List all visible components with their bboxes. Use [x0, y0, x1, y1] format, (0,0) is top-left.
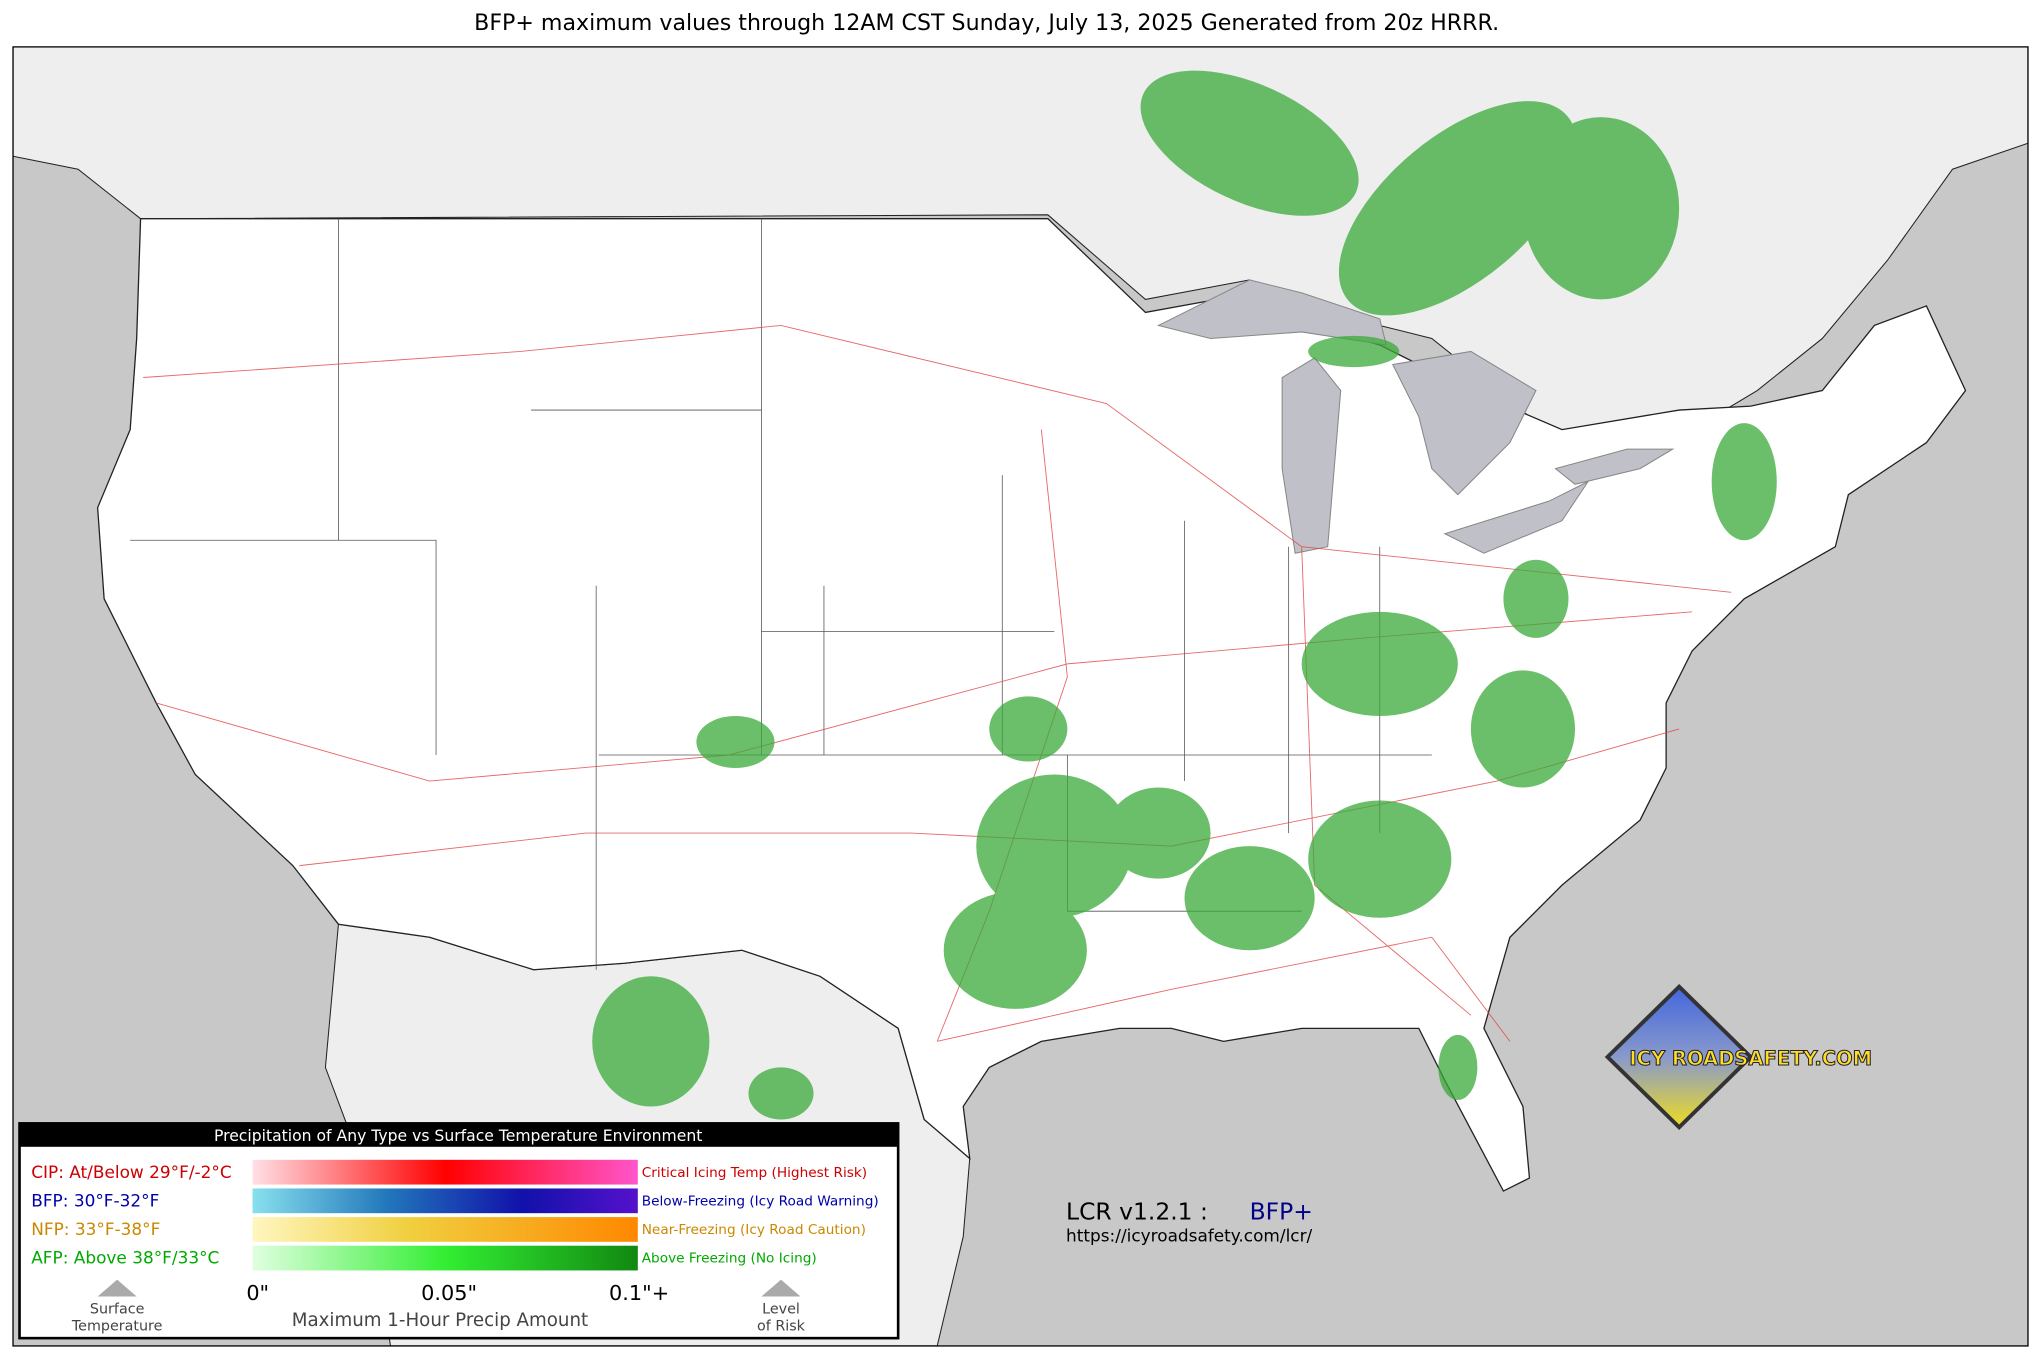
product-url: https://icyroadsafety.com/lcr/ [1066, 1226, 1312, 1246]
product-label: LCR v1.2.1 : BFP+ https://icyroadsafety.… [1066, 1198, 1313, 1246]
legend-label: BFP: 30°F-32°F [31, 1190, 159, 1210]
legend-label: AFP: Above 38°F/33°C [31, 1248, 219, 1268]
scale-label: 0.1"+ [609, 1281, 669, 1305]
legend-header [19, 1123, 899, 1147]
precip-areas [592, 70, 1777, 1120]
map-frame [12, 46, 2029, 1347]
scale-title: Maximum 1-Hour Precip Amount [292, 1310, 588, 1331]
title: BFP+ maximum values through 12AM CST Sun… [474, 10, 1499, 36]
legend-label: CIP: At/Below 29°F/-2°C [31, 1162, 231, 1182]
product-name: BFP+ [1250, 1198, 1313, 1226]
legend-bar [252, 1188, 638, 1214]
arrow-icon [761, 1279, 801, 1297]
arrow-icon [97, 1279, 137, 1297]
legend-description: Near-Freezing (Icy Road Caution) [642, 1222, 866, 1238]
legend-label: NFP: 33°F-38°F [31, 1219, 160, 1239]
scale-label: 0.05" [421, 1281, 477, 1305]
scale-label: 0" [246, 1281, 269, 1305]
legend-bar [252, 1245, 638, 1271]
arrow-label: Surface [90, 1302, 145, 1318]
logo-text: ICY ROADSAFETY.COM [1629, 1047, 1872, 1070]
product-version: LCR v1.2.1 : [1066, 1198, 1208, 1226]
arrow-label: Temperature [71, 1318, 163, 1334]
logo: ICY ROADSAFETY.COM [1604, 983, 1873, 1131]
legend-title: Precipitation of Any Type vs Surface Tem… [214, 1127, 702, 1145]
legend-description: Critical Icing Temp (Highest Risk) [642, 1165, 867, 1181]
legend: Precipitation of Any Type vs Surface Tem… [18, 1122, 900, 1340]
legend-bar [252, 1217, 638, 1242]
legend-description: Above Freezing (No Icing) [642, 1251, 817, 1267]
legend-bar [252, 1159, 638, 1185]
great-lakes [1156, 279, 1675, 554]
arrow-label: Level [762, 1302, 800, 1318]
legend-description: Below-Freezing (Icy Road Warning) [642, 1193, 879, 1209]
logo-diamond [1604, 983, 1754, 1131]
arrow-label: of Risk [757, 1318, 806, 1334]
